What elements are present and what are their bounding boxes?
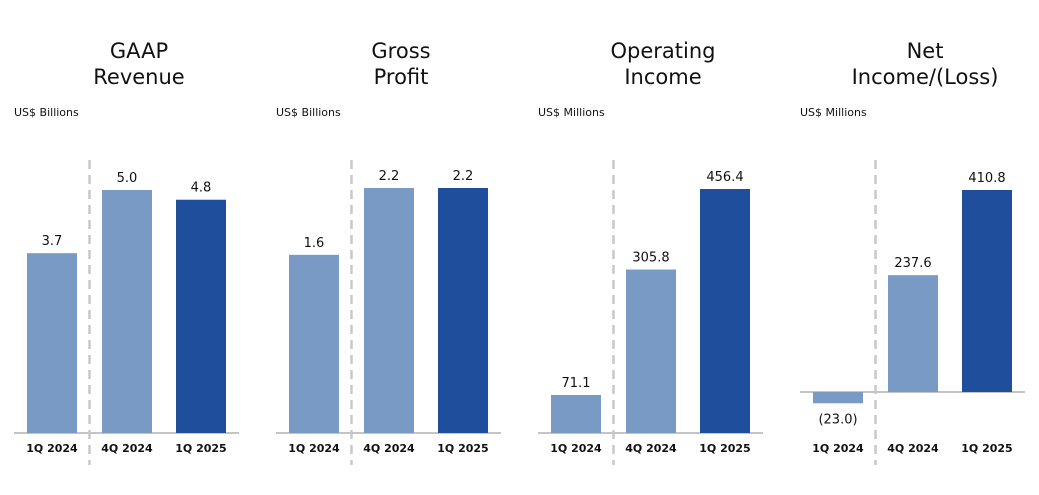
bar (176, 199, 226, 433)
bar-chart: (23.0) 1Q 2024 237.6 4Q 2024 410.8 1Q 2025 (800, 160, 1025, 465)
panel-title-line: Gross (371, 39, 431, 63)
unit-label: US$ Millions (538, 106, 605, 119)
data-label: 71.1 (562, 376, 591, 391)
panel-gross-profit: Gross Profit US$ Billions 1.6 1Q 2024 2.2 4… (276, 0, 526, 495)
panel-revenue: GAAP Revenue US$ Billions 3.7 1Q 2024 5.0 4… (14, 0, 264, 495)
category-label: 1Q 2025 (699, 442, 750, 455)
category-label: 1Q 2024 (288, 442, 340, 455)
data-label: 305.8 (632, 251, 669, 266)
bar (27, 253, 77, 433)
panel-title: Net Income/(Loss) (800, 38, 1039, 90)
panel-title-line: Income/(Loss) (851, 65, 999, 89)
bar (962, 190, 1012, 392)
bar-chart: 1.6 1Q 2024 2.2 4Q 2024 2.2 1Q 2025 (276, 160, 501, 465)
category-label: 4Q 2024 (625, 442, 677, 455)
bar (626, 269, 676, 433)
data-label: 2.2 (453, 169, 474, 184)
category-label: 1Q 2025 (437, 442, 488, 455)
data-label: (23.0) (818, 412, 857, 427)
category-label: 1Q 2025 (961, 442, 1012, 455)
category-label: 1Q 2024 (550, 442, 602, 455)
panel-net-income: Net Income/(Loss) US$ Millions (23.0) 1Q … (800, 0, 1039, 495)
category-label: 4Q 2024 (363, 442, 415, 455)
data-label: 1.6 (304, 236, 325, 251)
unit-label: US$ Billions (14, 106, 79, 119)
unit-label: US$ Billions (276, 106, 341, 119)
bar (551, 394, 601, 433)
panel-title: Gross Profit (276, 38, 526, 90)
data-label: 3.7 (42, 234, 63, 249)
panel-title-line: Revenue (93, 65, 185, 89)
panel-title-line: Profit (373, 65, 429, 89)
category-label: 4Q 2024 (101, 442, 153, 455)
unit-label: US$ Millions (800, 106, 867, 119)
data-label: 237.6 (894, 256, 931, 271)
data-label: 456.4 (706, 170, 743, 185)
panel-title-line: Operating (610, 39, 716, 63)
data-label: 5.0 (117, 171, 138, 186)
category-label: 1Q 2025 (175, 442, 226, 455)
data-label: 2.2 (379, 169, 400, 184)
data-label: 410.8 (968, 171, 1005, 186)
panel-operating-income: Operating Income US$ Millions 71.1 1Q 202… (538, 0, 788, 495)
bar (438, 188, 488, 433)
bar-chart: 71.1 1Q 2024 305.8 4Q 2024 456.4 1Q 2025 (538, 160, 763, 465)
category-label: 1Q 2024 (26, 442, 78, 455)
bar (888, 275, 938, 392)
bar (102, 190, 152, 433)
bar (813, 392, 863, 404)
category-label: 1Q 2024 (812, 442, 864, 455)
data-label: 4.8 (191, 181, 212, 196)
bar (289, 254, 339, 433)
panel-title-line: GAAP (109, 39, 169, 63)
panel-title: Operating Income (538, 38, 788, 90)
panel-title: GAAP Revenue (14, 38, 264, 90)
bar-chart: 3.7 1Q 2024 5.0 4Q 2024 4.8 1Q 2025 (14, 160, 239, 465)
category-label: 4Q 2024 (887, 442, 939, 455)
panel-title-line: Income (624, 65, 702, 89)
bar (364, 188, 414, 433)
panel-title-line: Net (906, 39, 944, 63)
bar (700, 189, 750, 433)
